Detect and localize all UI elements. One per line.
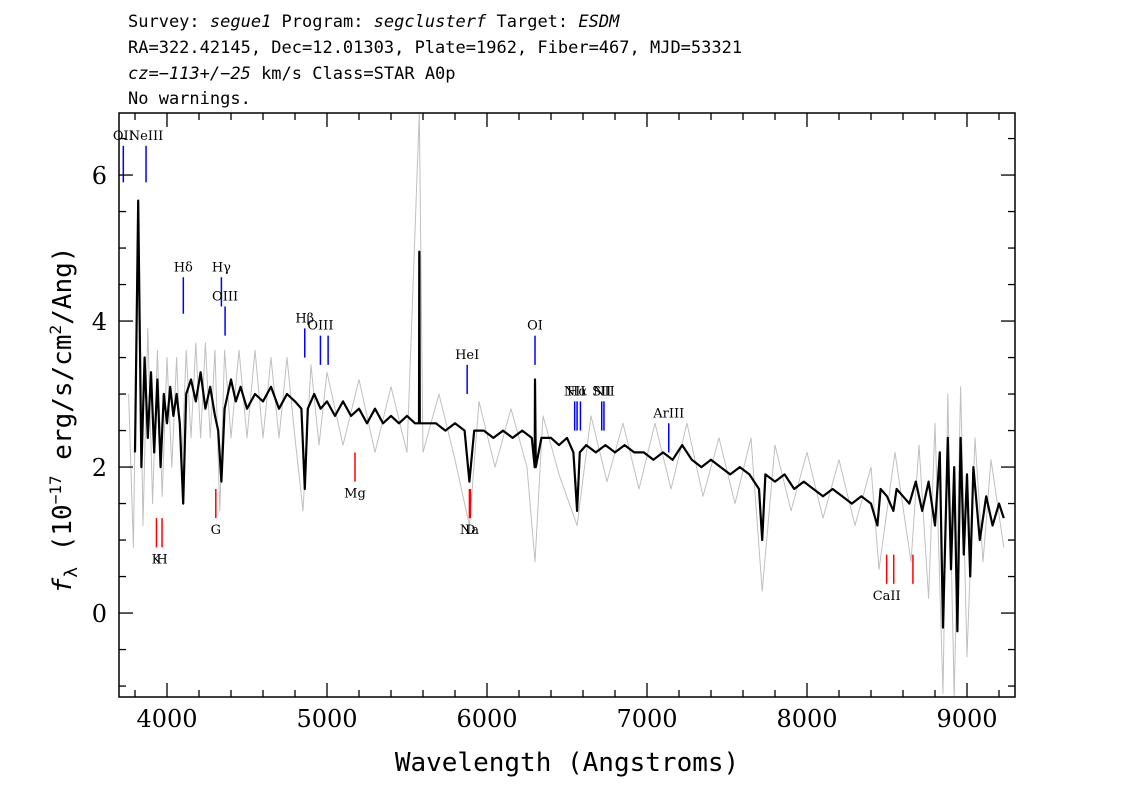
error-series xyxy=(128,112,1005,698)
emission-line-label: ArIII xyxy=(652,406,684,421)
y-axis-title: fλ (10−17 erg/s/cm2/Ang) xyxy=(46,247,82,594)
emission-line-label: HeI xyxy=(455,348,479,363)
flux-line xyxy=(133,199,1005,633)
emission-line-label: OII xyxy=(113,129,134,144)
emission-line-label: NeIII xyxy=(129,129,163,144)
emission-line-label: NII xyxy=(593,384,615,399)
x-tick-label: 9000 xyxy=(936,705,997,733)
header-line-3: cz=−113+/−25 km/s Class=STAR A0p xyxy=(128,64,456,84)
emission-line-label: Hγ xyxy=(212,260,231,275)
error-line xyxy=(128,112,1005,698)
header-line-4: No warnings. xyxy=(128,89,251,109)
emission-line-label: Hβ xyxy=(295,311,314,326)
x-tick-label: 5000 xyxy=(296,705,357,733)
y-tick-label: 4 xyxy=(92,308,107,336)
absorption-line-label: H xyxy=(156,552,167,567)
absorption-line-label: CaII xyxy=(873,589,901,604)
emission-line-label: OIII xyxy=(212,289,238,304)
emission-line-label: NII xyxy=(564,384,586,399)
emission-line-label: OI xyxy=(527,319,543,334)
plot-frame xyxy=(118,112,1016,698)
x-tick-label: 8000 xyxy=(776,705,837,733)
emission-line-label: OIII xyxy=(307,319,333,334)
y-tick-label: 0 xyxy=(92,600,107,628)
x-tick-label: 7000 xyxy=(616,705,677,733)
y-tick-label: 6 xyxy=(92,162,107,190)
absorption-line-label: K xyxy=(152,552,162,567)
absorption-line-label: Mg xyxy=(344,487,366,502)
x-tick-label: 6000 xyxy=(456,705,517,733)
absorption-line-label: G xyxy=(211,523,221,538)
absorption-line-label: Na xyxy=(460,523,479,538)
absorption-line-label: D xyxy=(465,523,475,538)
header-line-1: Survey: segue1 Program: segclusterf Targ… xyxy=(128,12,620,32)
x-axis-title: Wavelength (Angstroms) xyxy=(395,748,739,778)
emission-line-label: Hα xyxy=(567,384,587,399)
emission-line-label: Hδ xyxy=(174,260,193,275)
y-tick-label: 2 xyxy=(92,454,107,482)
emission-line-label: SII xyxy=(592,384,611,399)
x-tick-label: 4000 xyxy=(136,705,197,733)
flux-series xyxy=(133,199,1005,633)
header-line-2: RA=322.42145, Dec=12.01303, Plate=1962, … xyxy=(128,38,742,58)
axes: 4000 5000 6000 7000 8000 9000 0 2 4 6 xyxy=(92,112,1016,733)
